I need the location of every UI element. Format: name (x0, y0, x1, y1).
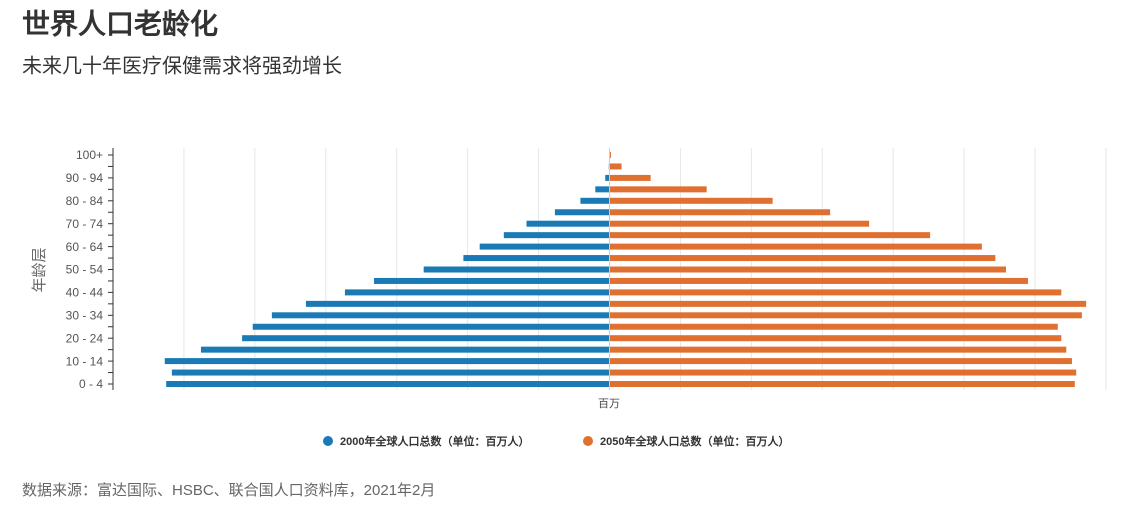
bar (423, 266, 610, 273)
legend-marker (323, 436, 333, 446)
bar (609, 255, 996, 262)
y-tick-label: 20 - 24 (66, 331, 104, 345)
bar (164, 358, 610, 365)
bar (609, 197, 773, 204)
bar (609, 243, 982, 250)
bar (605, 174, 610, 181)
bar (609, 277, 1028, 284)
bar (609, 220, 870, 227)
bar (609, 209, 831, 216)
x-axis-label: 百万 (598, 398, 620, 410)
y-tick-label: 30 - 34 (66, 308, 104, 322)
bar (271, 312, 610, 319)
y-tick-label: 0 - 4 (79, 377, 103, 391)
bar (609, 312, 1082, 319)
bar (503, 232, 610, 239)
chart-title: 世界人口老龄化 (22, 8, 218, 39)
y-tick-label: 100+ (76, 148, 103, 162)
bar (374, 277, 610, 284)
y-tick-label: 40 - 44 (66, 286, 104, 300)
bar (609, 266, 1006, 273)
bar (609, 346, 1067, 353)
bar (344, 289, 610, 296)
y-axis-label: 年龄层 (31, 247, 48, 292)
bar (200, 346, 610, 353)
legend-marker (583, 436, 593, 446)
bar (580, 197, 610, 204)
y-tick-label: 90 - 94 (66, 171, 104, 185)
legend-label: 2050年全球人口总数（单位：百万人） (600, 434, 789, 448)
bar (463, 255, 610, 262)
bar (609, 163, 622, 170)
y-tick-label: 80 - 84 (66, 194, 104, 208)
bar (526, 220, 610, 227)
source: 数据来源：富达国际、HSBC、联合国人口资料库，2021年2月 (22, 481, 435, 499)
y-tick-label: 70 - 74 (66, 217, 104, 231)
bar (609, 381, 1075, 387)
bar (609, 335, 1062, 342)
bar (609, 369, 1077, 376)
bar (609, 289, 1062, 296)
bar (609, 186, 707, 193)
bar (609, 323, 1058, 330)
bar (305, 300, 610, 307)
legend-label: 2000年全球人口总数（单位：百万人） (340, 434, 529, 448)
chart-subtitle: 未来几十年医疗保健需求将强劲增长 (22, 54, 342, 77)
bar (609, 174, 651, 181)
y-tick-label: 60 - 64 (66, 240, 104, 254)
bar (609, 232, 931, 239)
y-tick-label: 50 - 54 (66, 263, 104, 277)
bar (609, 358, 1072, 365)
bar (609, 152, 611, 158)
bar (554, 209, 610, 216)
bar (171, 369, 610, 376)
bar (479, 243, 610, 250)
y-tick-label: 10 - 14 (66, 354, 104, 368)
bar (609, 300, 1087, 307)
bar (595, 186, 610, 193)
bar (166, 381, 610, 387)
bar (252, 323, 610, 330)
bar (242, 335, 610, 342)
